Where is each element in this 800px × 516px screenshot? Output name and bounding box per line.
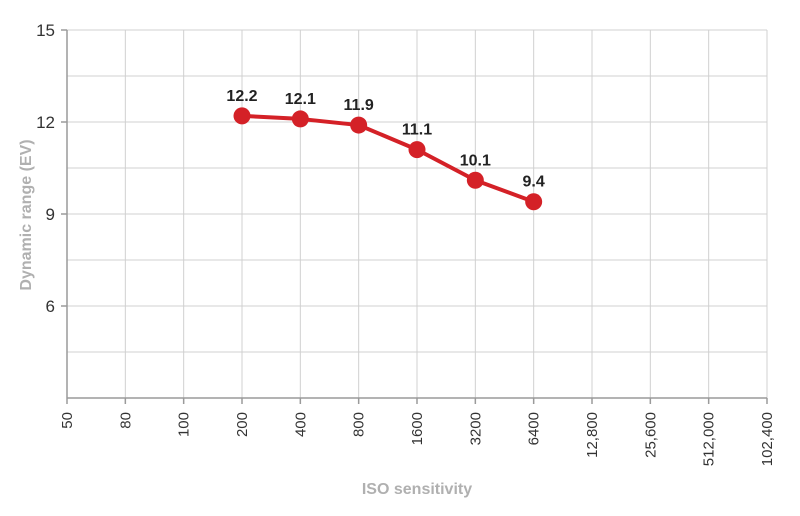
y-tick-label: 6 [46,297,55,316]
y-axis-title: Dynamic range (EV) [18,139,35,290]
x-tick-label: 200 [234,412,251,437]
x-tick-labels: 50 80 100 200 400 800 1600 3200 6400 12,800 25,600… [59,412,776,466]
data-point [233,107,251,125]
x-tick-label: 12,800 [584,412,601,458]
data-point [466,171,484,189]
y-tick-label: 9 [46,205,55,224]
x-tick-label: 512,000 [701,412,718,466]
y-tick-label: 15 [36,21,55,40]
x-tick-label: 102,400 [759,412,776,466]
data-point [350,116,368,134]
x-tick-label: 80 [117,412,134,429]
x-tick-label: 6400 [526,412,543,445]
data-point [525,193,543,211]
y-tick-label: 12 [36,113,55,132]
data-label: 9.4 [523,174,545,191]
x-tick-label: 3200 [467,412,484,445]
data-point [408,141,426,159]
y-tick-labels: 6 9 12 15 [36,21,55,316]
series-line-layer [233,107,543,211]
data-label: 12.1 [285,91,316,108]
data-label: 12.2 [226,88,257,105]
x-tick-label: 50 [59,412,76,429]
data-label: 11.1 [402,122,432,139]
x-axis-title: ISO sensitivity [362,481,472,498]
data-point [291,110,309,128]
data-label: 11.9 [344,97,374,114]
axes [61,29,768,404]
x-tick-label: 400 [292,412,309,437]
x-tick-label: 100 [176,412,193,437]
data-labels: 12.2 12.1 11.9 11.1 10.1 9.4 [226,88,544,191]
data-label: 10.1 [460,152,491,169]
x-tick-label: 1600 [409,412,426,445]
x-tick-label: 25,600 [642,412,659,458]
x-tick-label: 800 [351,412,368,437]
series-line [240,113,536,204]
grid [67,29,768,398]
